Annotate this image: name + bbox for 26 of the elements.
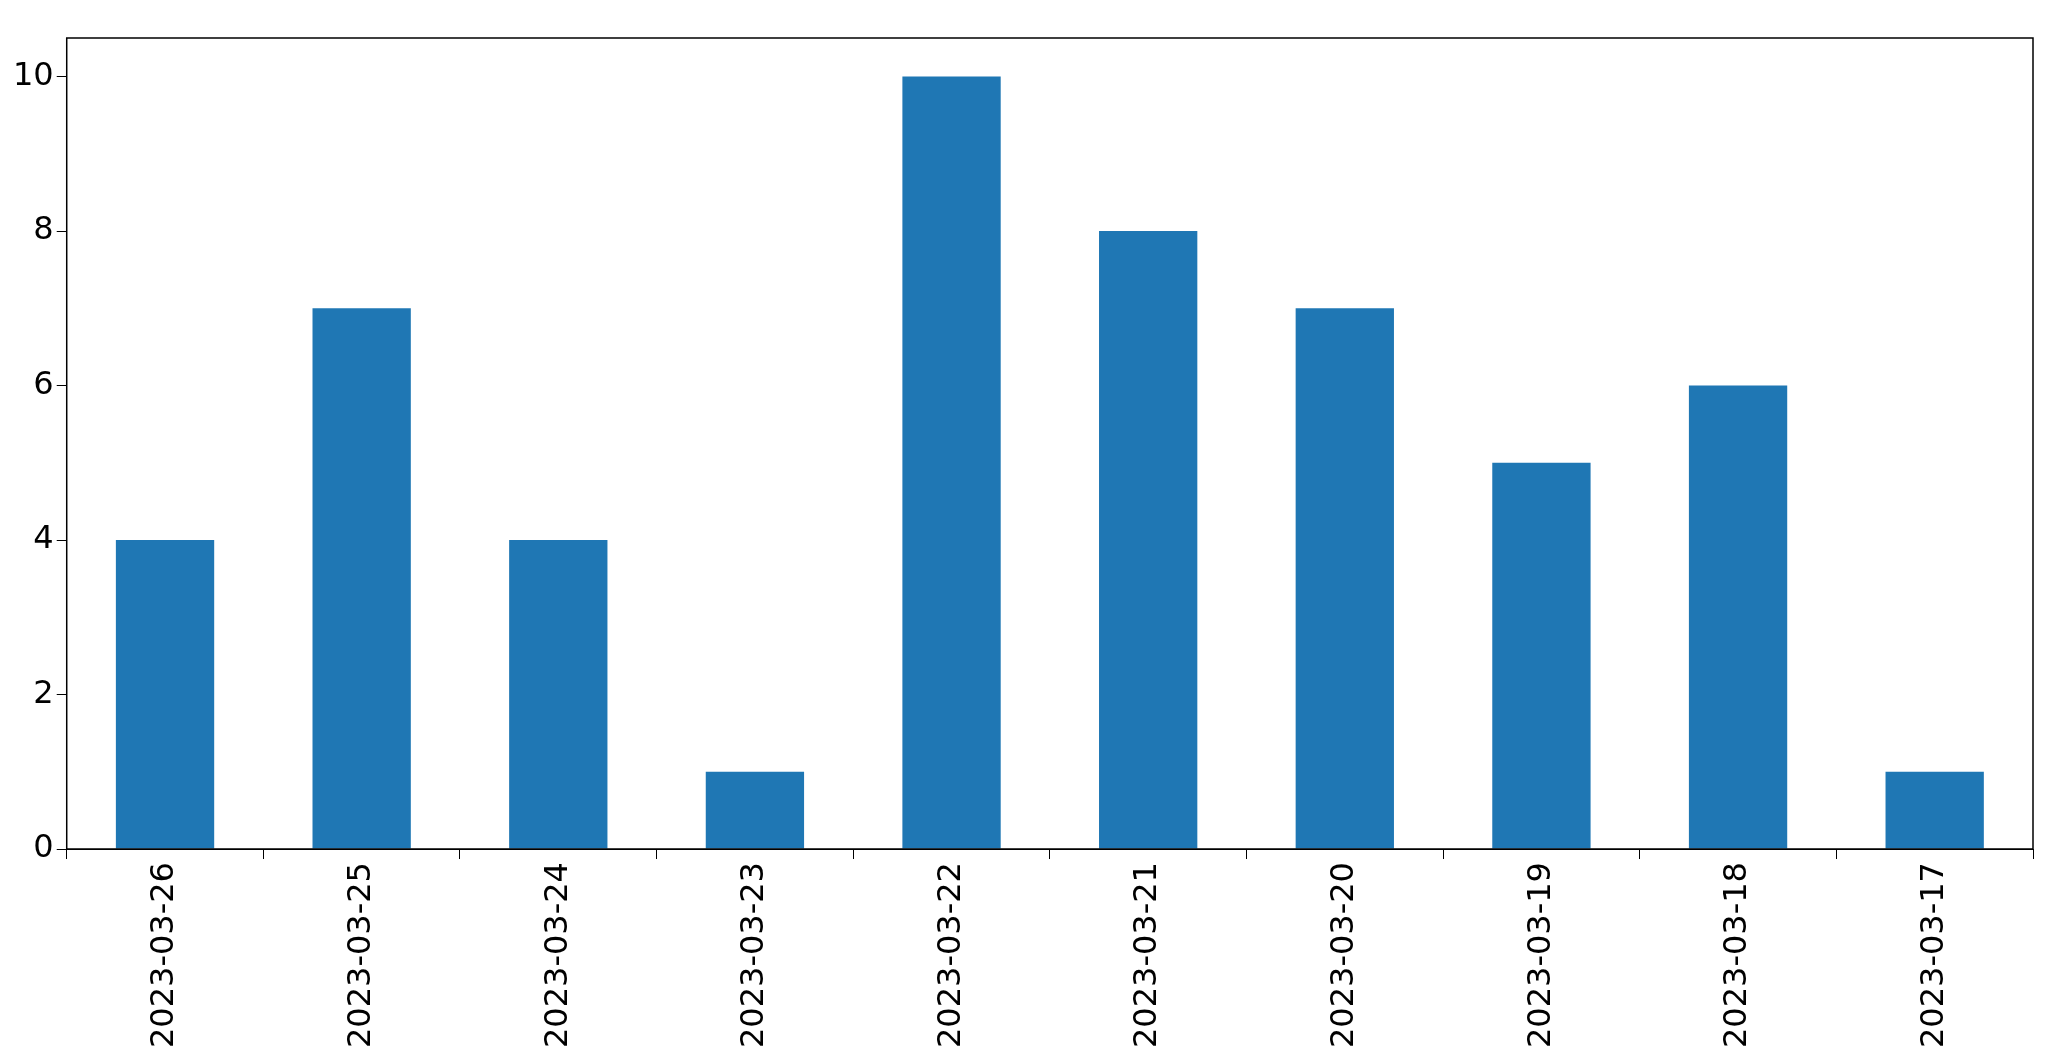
bar	[1099, 231, 1198, 849]
bar	[115, 540, 215, 849]
x-tick-label: 2023-03-18	[1716, 862, 1755, 1048]
x-tick-label: 2023-03-17	[1913, 862, 1951, 1048]
bar	[1688, 385, 1788, 849]
bar	[902, 76, 1001, 849]
bar	[509, 540, 608, 849]
bar	[1492, 462, 1591, 849]
x-tick-label: 2023-03-19	[1519, 862, 1558, 1048]
y-tick-label: 0	[33, 827, 54, 866]
y-tick-label: 8	[33, 209, 54, 248]
bar	[312, 308, 411, 849]
x-tick-label: 2023-03-21	[1126, 862, 1165, 1048]
x-tick-label: 2023-03-25	[339, 862, 378, 1048]
bar	[1295, 308, 1394, 849]
y-tick-label: 2	[33, 672, 54, 711]
x-tick-label: 2023-03-20	[1323, 862, 1362, 1048]
y-tick-label: 6	[33, 363, 54, 402]
x-tick-label: 2023-03-22	[929, 862, 968, 1048]
bar	[705, 771, 805, 849]
y-tick-label: 4	[33, 518, 54, 557]
x-tick-label: 2023-03-23	[733, 862, 772, 1048]
x-tick-label: 2023-03-26	[143, 862, 182, 1048]
x-tick-label: 2023-03-24	[536, 862, 575, 1048]
bar	[1885, 771, 1984, 849]
y-tick-label: 10	[13, 54, 54, 93]
